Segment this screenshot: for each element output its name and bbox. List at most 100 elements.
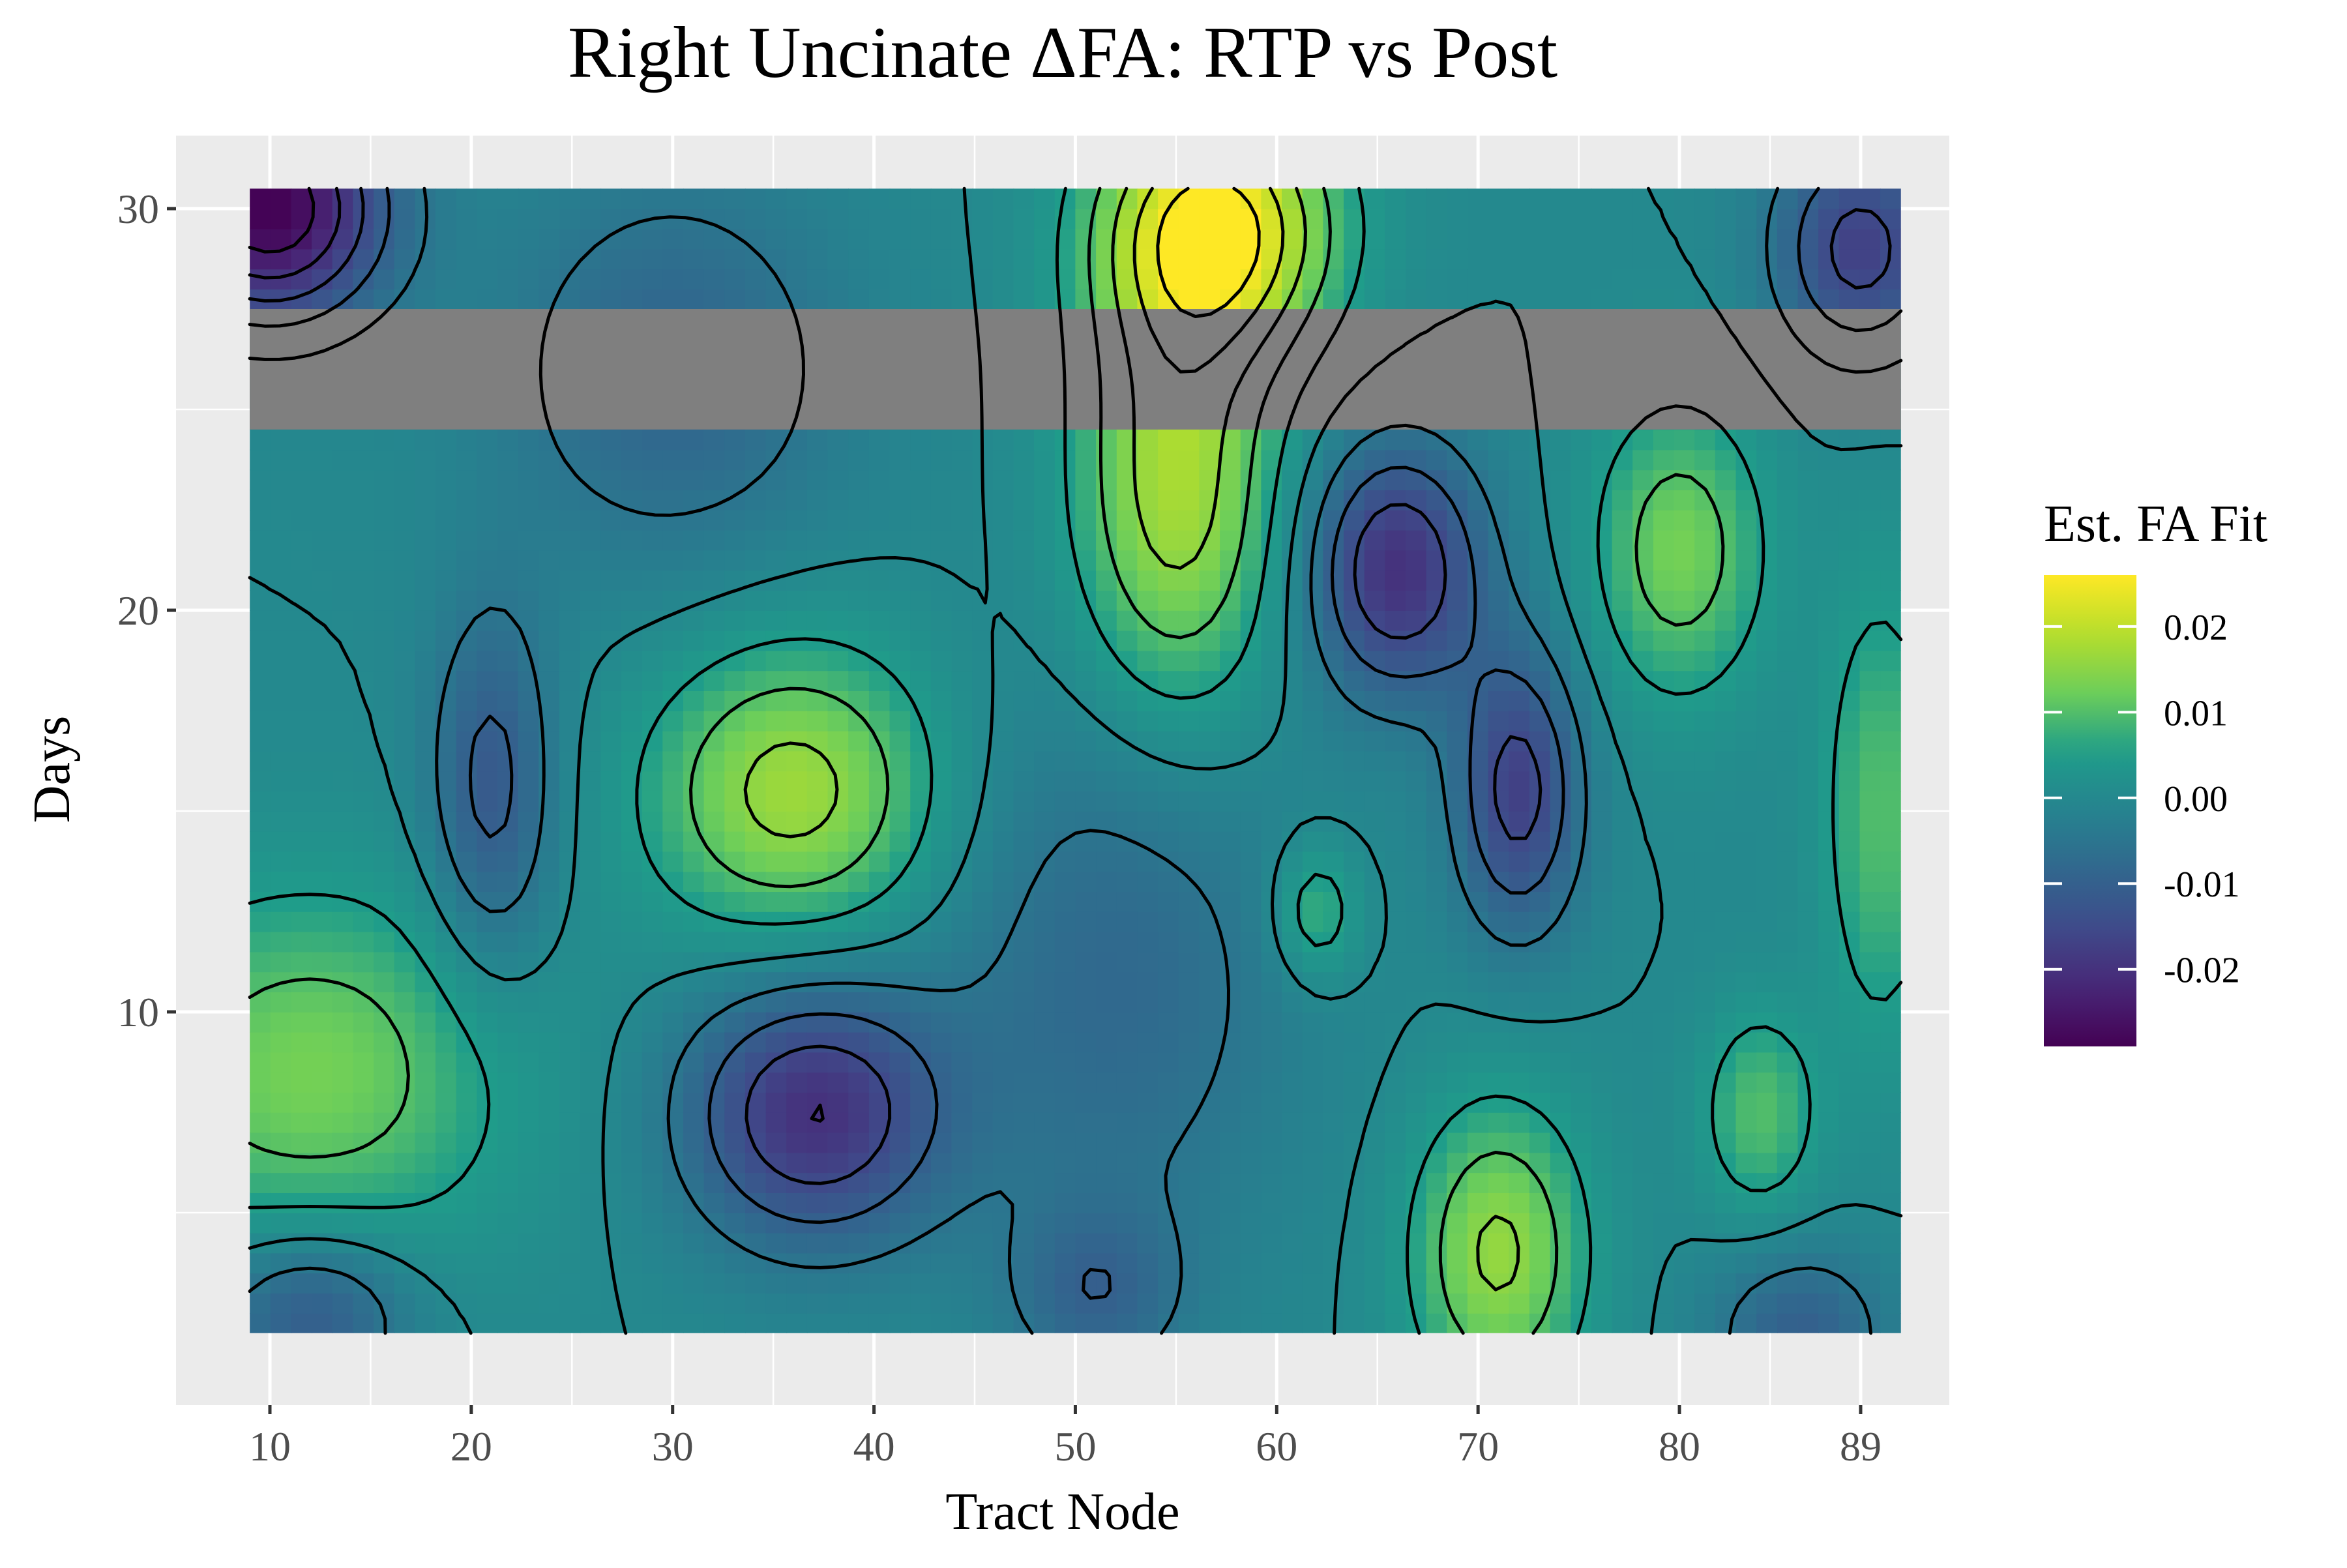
heatmap-cell	[1467, 570, 1489, 591]
heatmap-cell	[642, 891, 664, 912]
heatmap-cell	[1591, 630, 1613, 651]
heatmap-cell	[848, 992, 870, 1013]
heatmap-cell	[1220, 1252, 1241, 1274]
heatmap-cell	[1323, 1213, 1344, 1234]
heatmap-cell	[765, 550, 788, 571]
heatmap-cell	[1158, 670, 1179, 691]
heatmap-cell	[889, 750, 911, 772]
heatmap-cell	[1096, 891, 1117, 912]
heatmap-cell	[1199, 1172, 1220, 1193]
heatmap-cell	[497, 771, 519, 791]
heatmap-cell	[1509, 791, 1530, 812]
heatmap-cell	[806, 1052, 829, 1073]
heatmap-cell	[1777, 670, 1799, 691]
heatmap-cell	[394, 1152, 416, 1174]
heatmap-cell	[1756, 650, 1778, 672]
heatmap-cell	[1694, 992, 1716, 1013]
heatmap-cell	[1735, 429, 1757, 451]
heatmap-cell	[1694, 570, 1716, 591]
heatmap-cell	[745, 1293, 767, 1314]
heatmap-cell	[1674, 650, 1695, 672]
heatmap-cell	[312, 951, 333, 973]
heatmap-cell	[621, 831, 643, 852]
heatmap-cell	[930, 992, 952, 1013]
heatmap-cell	[456, 469, 478, 490]
heatmap-cell	[435, 1313, 457, 1333]
heatmap-cell	[1240, 570, 1262, 591]
heatmap-cell	[683, 1293, 705, 1314]
heatmap-cell	[1859, 228, 1881, 250]
heatmap-cell	[1385, 971, 1406, 992]
heatmap-cell	[559, 992, 581, 1013]
heatmap-cell	[1075, 730, 1097, 752]
heatmap-cell	[1529, 550, 1551, 571]
heatmap-cell	[1550, 1172, 1572, 1193]
heatmap-cell	[1632, 289, 1654, 310]
heatmap-cell	[374, 1192, 395, 1213]
heatmap-cell	[868, 1232, 891, 1254]
heatmap-cell	[683, 1213, 705, 1234]
heatmap-cell	[621, 1152, 643, 1174]
heatmap-cell	[1240, 931, 1262, 953]
heatmap-cell	[1137, 871, 1159, 892]
heatmap-cell	[1426, 269, 1448, 289]
heatmap-cell	[1715, 971, 1737, 992]
heatmap-cell	[1467, 1273, 1489, 1294]
heatmap-cell	[1467, 590, 1489, 611]
heatmap-cell	[1178, 1192, 1200, 1213]
heatmap-cell	[1364, 1012, 1386, 1033]
heatmap-cell	[353, 570, 374, 591]
heatmap-cell	[1075, 1132, 1097, 1153]
heatmap-cell	[1116, 1172, 1138, 1193]
heatmap-cell	[724, 931, 746, 953]
heatmap-cell	[1694, 1293, 1716, 1314]
heatmap-cell	[930, 750, 952, 772]
heatmap-cell	[270, 771, 292, 791]
heatmap-cell	[806, 1132, 829, 1153]
heatmap-cell	[374, 971, 395, 992]
heatmap-cell	[1777, 1092, 1799, 1113]
heatmap-cell	[1591, 1072, 1613, 1093]
heatmap-cell	[539, 529, 560, 551]
heatmap-cell	[868, 269, 891, 289]
heatmap-cell	[580, 891, 602, 912]
heatmap-cell	[1591, 228, 1613, 250]
heatmap-cell	[374, 1072, 395, 1093]
heatmap-cell	[1777, 650, 1799, 672]
heatmap-cell	[1034, 1072, 1055, 1093]
heatmap-cell	[580, 750, 602, 772]
heatmap-cell	[951, 1031, 973, 1053]
heatmap-cell	[642, 248, 664, 270]
heatmap-cell	[1735, 590, 1757, 611]
heatmap-cell	[1612, 1052, 1634, 1073]
heatmap-cell	[1178, 730, 1200, 752]
heatmap-cell	[270, 510, 292, 531]
heatmap-cell	[765, 771, 788, 791]
heatmap-cell	[1261, 690, 1282, 711]
heatmap-cell	[559, 209, 581, 229]
heatmap-cell	[1137, 228, 1159, 250]
heatmap-cell	[1075, 1313, 1097, 1333]
heatmap-cell	[1406, 550, 1427, 571]
heatmap-cell	[703, 1092, 726, 1113]
heatmap-cell	[662, 248, 684, 270]
heatmap-cell	[456, 1172, 478, 1193]
heatmap-cell	[1178, 610, 1200, 631]
heatmap-cell	[1571, 209, 1592, 229]
heatmap-cell	[1797, 771, 1819, 791]
heatmap-cell	[374, 630, 395, 651]
heatmap-cell	[1240, 1112, 1262, 1133]
heatmap-cell	[1653, 650, 1675, 672]
heatmap-cell	[580, 1252, 602, 1274]
heatmap-cell	[1116, 1031, 1138, 1053]
heatmap-cell	[456, 449, 478, 471]
heatmap-cell	[1509, 228, 1530, 250]
heatmap-cell	[1302, 1232, 1324, 1254]
heatmap-cell	[1240, 1293, 1262, 1314]
heatmap-cell	[1715, 188, 1737, 209]
heatmap-cell	[1838, 490, 1861, 510]
heatmap-cell	[765, 490, 788, 510]
heatmap-cell	[786, 1072, 808, 1093]
heatmap-cell	[724, 891, 746, 912]
heatmap-cell	[1013, 469, 1035, 490]
